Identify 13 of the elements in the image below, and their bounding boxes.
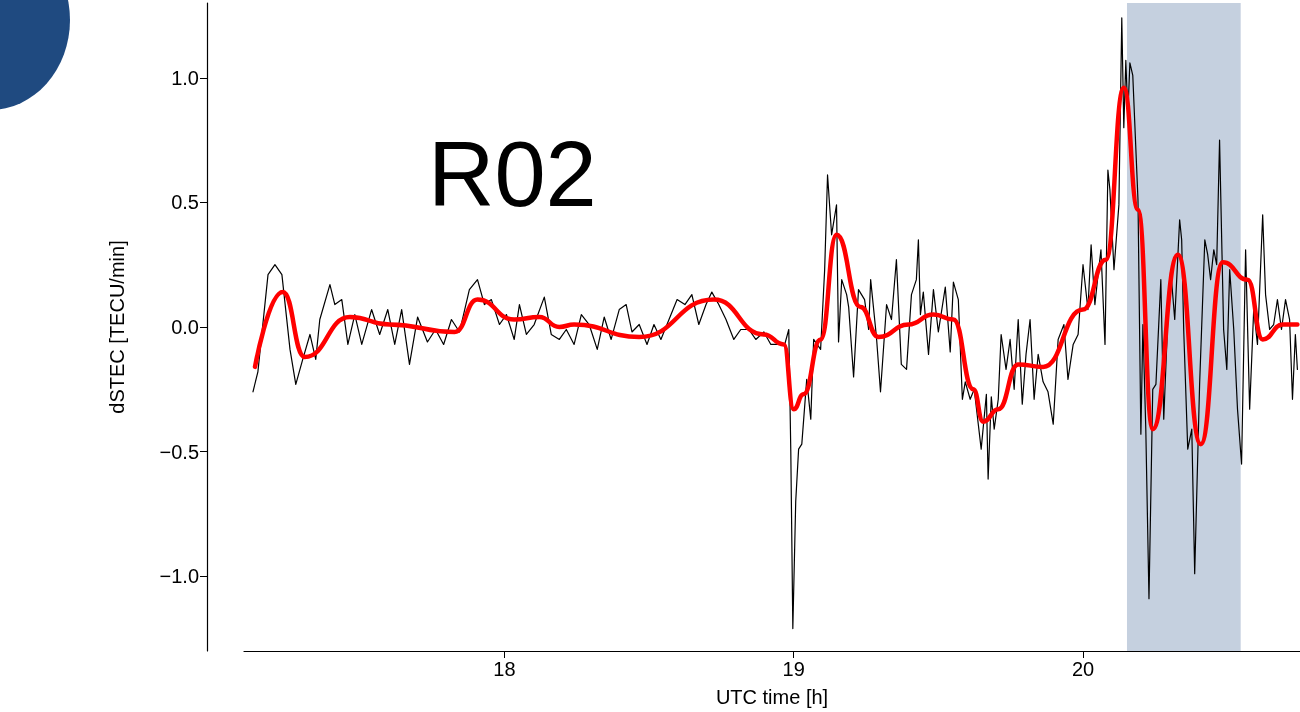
x-tick-label: 20 [1071,658,1095,680]
y-axis-title: dSTEC [TECU/min] [106,240,128,414]
x-tick-label: 19 [782,658,805,680]
y-tick-label: −0.5 [159,440,199,463]
x-axis-title: UTC time [h] [715,686,829,708]
y-tick-label: 0.5 [171,191,199,214]
annotation: R02 [428,122,597,227]
line-series [252,85,1300,447]
line-series [252,17,1298,630]
y-tick-label: 1.0 [171,66,199,89]
y-tick-label: 0.0 [171,316,199,338]
y-tick-label: −1.0 [159,565,199,588]
x-tick-label: 18 [493,658,516,680]
